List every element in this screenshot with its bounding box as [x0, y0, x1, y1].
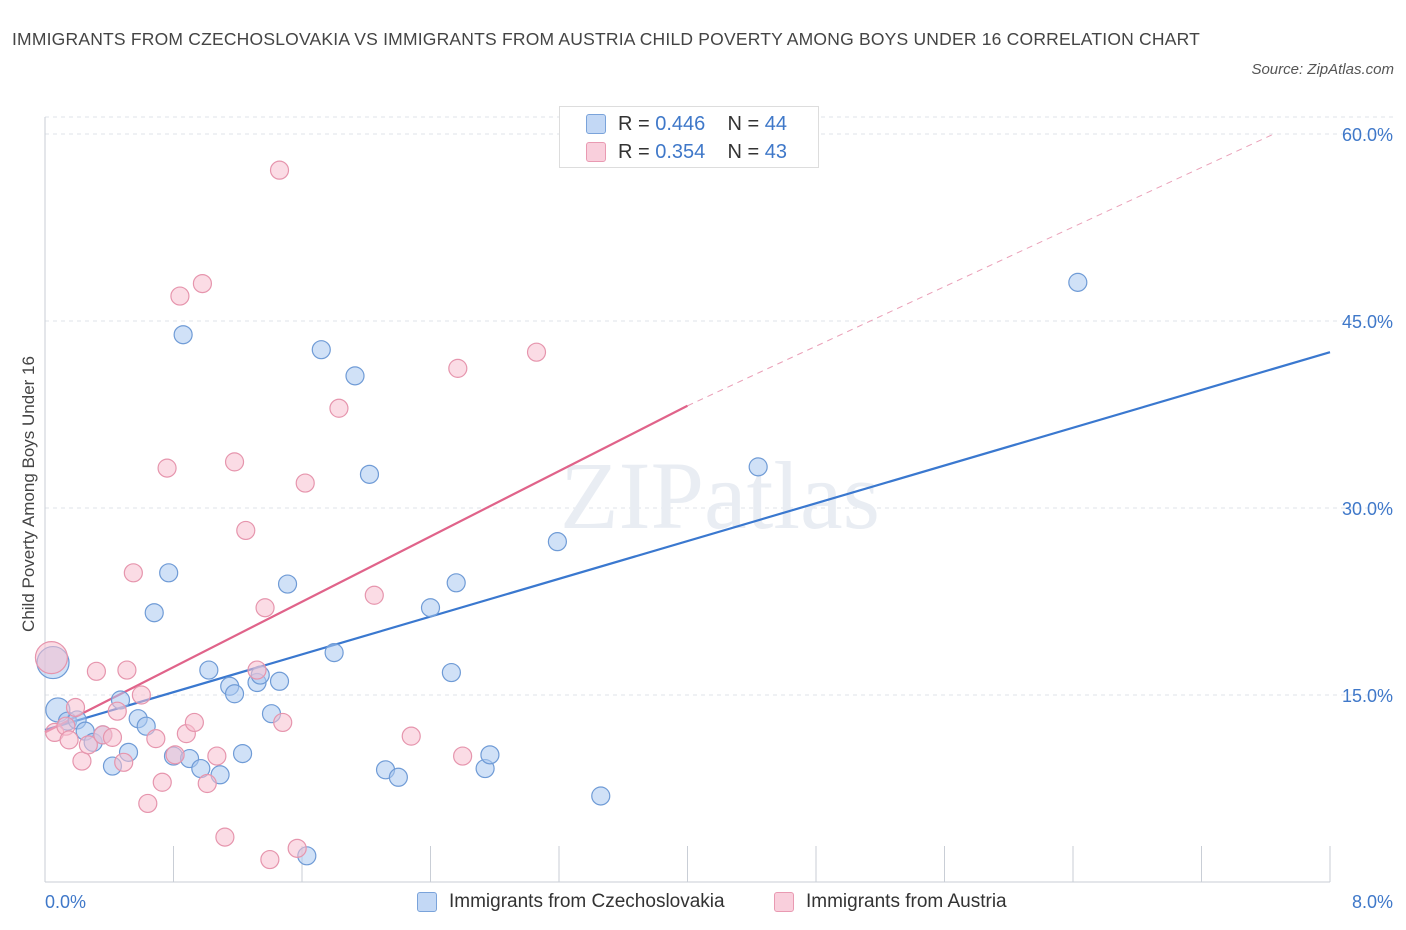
legend-r-label: R =	[618, 141, 650, 163]
data-point	[273, 712, 293, 733]
data-point	[159, 563, 179, 583]
x-tick-label: 0.0%	[45, 892, 86, 912]
data-point	[165, 745, 185, 765]
data-point	[295, 473, 315, 493]
tick-labels: 15.0% 30.0% 45.0% 60.0% 0.0% 8.0%	[45, 125, 1393, 912]
data-point	[131, 685, 151, 705]
data-point	[224, 684, 245, 704]
data-point	[146, 729, 166, 749]
data-point	[184, 712, 204, 733]
x-tick-label: 8.0%	[1352, 892, 1393, 912]
chart-title: IMMIGRANTS FROM CZECHOSLOVAKIA VS IMMIGR…	[12, 29, 1200, 49]
y-tick-label: 45.0%	[1342, 312, 1393, 332]
trend-line-austria	[44, 404, 688, 734]
y-tick-label: 60.0%	[1342, 125, 1393, 145]
data-point	[207, 746, 227, 766]
data-point	[324, 643, 344, 663]
data-point	[446, 573, 466, 593]
data-point	[547, 532, 567, 552]
data-point	[65, 697, 86, 718]
y-tick-label: 30.0%	[1342, 499, 1393, 519]
legend-n-label: N =	[727, 113, 760, 135]
data-point	[236, 520, 256, 541]
data-point	[86, 661, 107, 681]
grid-lines	[45, 116, 1395, 696]
data-point	[401, 726, 421, 746]
legend-swatch-pink	[586, 142, 606, 162]
legend-swatch-blue	[586, 114, 606, 134]
data-points	[34, 160, 1088, 870]
series-swatch-blue	[417, 892, 437, 912]
data-point	[1068, 272, 1088, 292]
series-name: Immigrants from Czechoslovakia	[449, 891, 725, 912]
legend-r-value: 0.354	[655, 141, 706, 163]
y-tick-label: 15.0%	[1342, 686, 1393, 706]
data-point	[215, 827, 235, 847]
data-point	[224, 452, 245, 472]
data-point	[102, 727, 123, 747]
legend-r-label: R =	[618, 113, 650, 135]
series-name: Immigrants from Austria	[806, 891, 1007, 912]
data-point	[345, 366, 365, 386]
data-point	[173, 325, 193, 345]
data-point	[199, 660, 219, 680]
source-label: Source: ZipAtlas.com	[1251, 61, 1394, 78]
data-point	[359, 464, 380, 484]
data-point	[114, 752, 134, 772]
data-point	[247, 660, 267, 680]
data-point	[287, 838, 307, 858]
data-point	[526, 342, 547, 362]
axes	[44, 117, 1331, 883]
data-point	[197, 773, 217, 794]
trend-line-czechoslovakia	[44, 351, 1331, 731]
data-point	[144, 603, 164, 623]
data-point	[78, 735, 98, 755]
data-point	[453, 746, 473, 766]
data-point	[117, 660, 137, 680]
data-point	[232, 743, 253, 764]
data-point	[59, 730, 79, 750]
data-point	[441, 662, 461, 683]
data-point	[152, 772, 172, 792]
series-legend: Immigrants from Czechoslovakia Immigrant…	[0, 888, 1406, 916]
data-point	[34, 640, 69, 675]
data-point	[748, 457, 768, 477]
data-point	[192, 274, 213, 294]
data-point	[277, 574, 298, 594]
trend-lines	[44, 133, 1331, 734]
correlation-legend: R = 0.446 N = 44 R = 0.354 N = 43	[559, 106, 819, 168]
data-point	[329, 398, 349, 418]
data-point	[138, 793, 158, 814]
series-swatch-pink	[774, 892, 794, 912]
y-axis-label: Child Poverty Among Boys Under 16	[19, 356, 38, 632]
data-point	[591, 786, 611, 806]
watermark: ZIPatlas	[560, 442, 880, 549]
data-point	[157, 458, 177, 478]
data-point	[269, 160, 290, 180]
data-point	[420, 598, 441, 618]
data-point	[107, 701, 127, 721]
legend-n-value: 44	[764, 113, 788, 135]
data-point	[480, 745, 500, 765]
trend-line-austria-extension	[687, 133, 1274, 407]
data-point	[255, 598, 275, 618]
legend-r-value: 0.446	[655, 113, 706, 135]
legend-n-value: 43	[764, 141, 788, 163]
data-point	[269, 671, 290, 691]
data-point	[311, 340, 331, 360]
data-point	[260, 849, 280, 870]
data-point	[123, 563, 143, 583]
legend-n-label: N =	[727, 141, 760, 163]
data-point	[388, 767, 408, 787]
data-point	[170, 286, 190, 306]
data-point	[364, 585, 384, 605]
data-point	[72, 751, 92, 771]
data-point	[448, 358, 468, 378]
